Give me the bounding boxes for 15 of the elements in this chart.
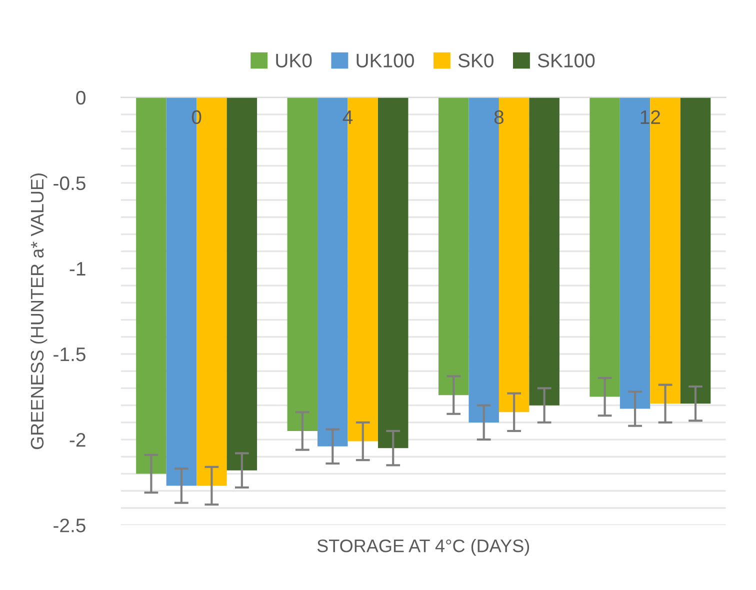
y-tick-label: 0 [76, 90, 86, 105]
legend-label: SK100 [538, 54, 595, 68]
y-axis-title: GREENESS (HUNTER a* VALUE) [30, 174, 48, 450]
x-axis-title: STORAGE AT 4°C (DAYS) [317, 538, 530, 556]
y-tick-label: -1 [70, 262, 86, 276]
x-tick-label: 8 [494, 110, 504, 124]
y-tick-label: -2.5 [54, 518, 86, 532]
y-tick-label: -2 [70, 433, 86, 447]
legend-label: UK100 [356, 54, 414, 68]
x-tick-label: 0 [192, 110, 202, 124]
legend-label: SK0 [458, 54, 494, 68]
y-tick-label: -0.5 [54, 176, 86, 190]
legend-label: UK0 [276, 54, 312, 68]
x-tick-label: 4 [342, 110, 353, 124]
y-tick-label: -1.5 [54, 348, 86, 362]
